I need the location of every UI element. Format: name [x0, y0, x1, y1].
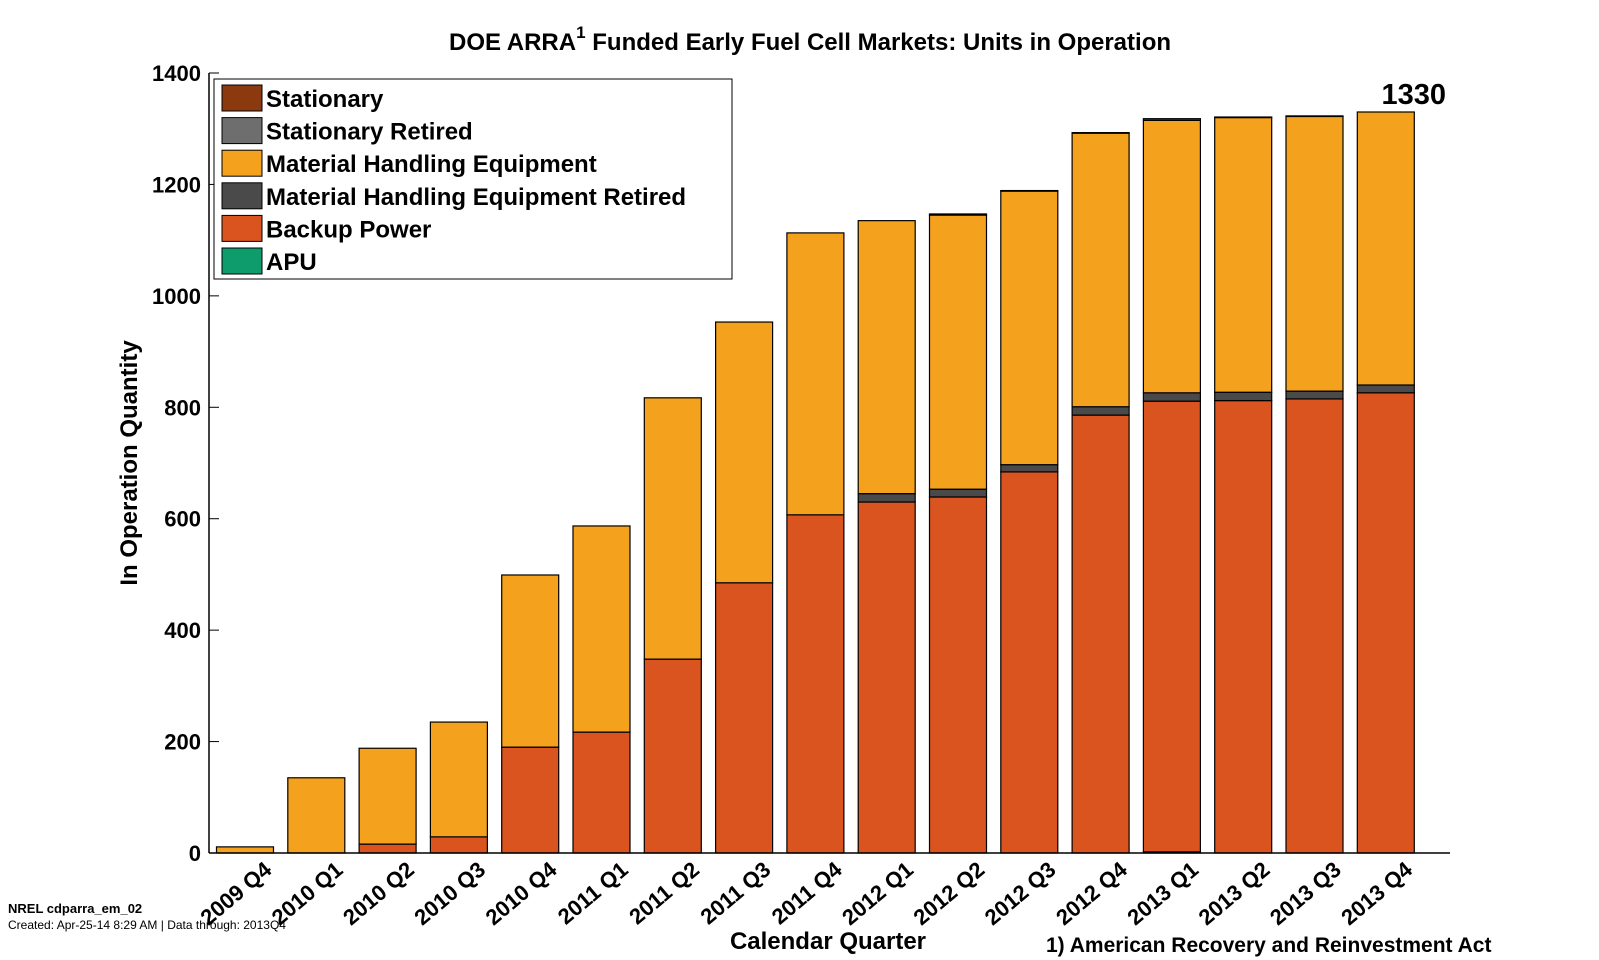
- x-tick-label: 2012 Q4: [1051, 856, 1132, 930]
- y-tick-label: 1200: [152, 172, 201, 197]
- legend-swatch: [221, 182, 263, 210]
- bar-segment-backup-power: [1285, 398, 1344, 854]
- bar-segment-material-handling-equipment: [358, 747, 417, 845]
- footer-created: Created: Apr-25-14 8:29 AM | Data throug…: [8, 918, 286, 932]
- bar-segment-backup-power: [857, 501, 916, 854]
- x-tick-label: 2013 Q2: [1194, 857, 1275, 930]
- bar-segment-material-handling-equipment-retired: [1071, 406, 1130, 416]
- bar-segment-backup-power: [1071, 414, 1130, 854]
- x-tick-label: 2013 Q3: [1265, 857, 1346, 930]
- y-tick-label: 800: [164, 395, 201, 420]
- legend-label: Stationary: [266, 86, 384, 113]
- bar-segment-material-handling-equipment-retired: [1214, 391, 1273, 402]
- y-tick-label: 0: [189, 841, 201, 866]
- bars-group: [215, 111, 1415, 854]
- x-tick-label: 2011 Q3: [696, 857, 776, 930]
- bar-segment-material-handling-equipment: [429, 721, 488, 838]
- legend-label: APU: [266, 249, 317, 276]
- legend: Stationary Stationary Retired Material Han…: [213, 78, 733, 280]
- x-tick-label: 2013 Q1: [1122, 857, 1203, 930]
- bar-segment-stationary: [1285, 115, 1344, 118]
- legend-label: Material Handling Equipment: [266, 151, 597, 178]
- bar-segment-material-handling-equipment: [1142, 119, 1202, 394]
- x-axis-label: Calendar Quarter: [730, 928, 926, 955]
- axes: [208, 73, 1450, 854]
- bar-segment-stationary: [1214, 116, 1273, 119]
- x-tick-label: 2012 Q3: [980, 857, 1061, 930]
- x-tick-label: 2012 Q2: [908, 857, 989, 930]
- bar-segment-stationary: [1142, 118, 1202, 121]
- x-tick-label: 2011 Q4: [767, 856, 847, 929]
- bar-segment-material-handling-equipment-retired: [1356, 384, 1415, 394]
- x-tick-label: 2011 Q2: [624, 857, 704, 930]
- y-ticks: 0 200 400 600 800 1000 1200 1400: [152, 61, 219, 866]
- bar-segment-backup-power: [1356, 392, 1415, 854]
- y-tick-label: 600: [164, 507, 201, 532]
- bar-segment-material-handling-equipment: [1000, 190, 1059, 466]
- x-tick-label: 2010 Q4: [481, 856, 562, 930]
- y-tick-label: 200: [164, 730, 201, 755]
- legend-swatch: [221, 247, 263, 275]
- bar-segment-material-handling-equipment: [1214, 116, 1273, 393]
- bar-segment-material-handling-equipment: [501, 574, 560, 748]
- bar-segment-backup-power: [786, 514, 845, 854]
- bar-segment-material-handling-equipment: [287, 777, 346, 854]
- x-tick-label: 2010 Q3: [409, 857, 490, 930]
- bar-segment-material-handling-equipment-retired: [1000, 464, 1059, 473]
- x-tick-label: 2013 Q4: [1336, 856, 1417, 930]
- bar-segment-backup-power: [1142, 400, 1202, 853]
- y-tick-label: 400: [164, 618, 201, 643]
- bar-segment-stationary: [1071, 132, 1130, 134]
- legend-swatch: [221, 117, 263, 145]
- footnote: 1) American Recovery and Reinvestment Ac…: [1046, 934, 1491, 957]
- bar-segment-backup-power: [358, 843, 417, 854]
- bar-segment-material-handling-equipment-retired: [928, 488, 988, 498]
- y-tick-label: 1000: [152, 284, 201, 309]
- total-annotation: 1330: [1382, 79, 1447, 111]
- chart-title: DOE ARRA1 Funded Early Fuel Cell Markets…: [449, 23, 1171, 56]
- bar-segment-material-handling-equipment: [1285, 115, 1344, 392]
- bar-segment-material-handling-equipment: [1356, 111, 1415, 386]
- bar-segment-stationary: [1000, 189, 1059, 192]
- legend-label: Material Handling Equipment Retired: [266, 184, 686, 211]
- bar-segment-material-handling-equipment: [786, 232, 845, 516]
- bar-segment-backup-power: [1000, 471, 1059, 854]
- x-tick-label: 2010 Q2: [338, 857, 419, 930]
- bar-segment-backup-power: [429, 836, 488, 854]
- legend-box: [213, 78, 733, 280]
- footer-id: NREL cdparra_em_02: [8, 901, 142, 916]
- legend-swatch: [221, 84, 263, 112]
- legend-swatch: [221, 149, 263, 177]
- bar-segment-backup-power: [643, 658, 702, 854]
- bar-segment-material-handling-equipment: [857, 220, 916, 495]
- bar-segment-backup-power: [1214, 400, 1273, 854]
- bar-segment-material-handling-equipment: [215, 846, 275, 854]
- bar-segment-material-handling-equipment-retired: [1142, 392, 1202, 402]
- x-tick-label: 2011 Q1: [553, 857, 633, 930]
- bar-segment-material-handling-equipment-retired: [857, 493, 916, 503]
- legend-swatch: [221, 214, 263, 242]
- bar-segment-backup-power: [714, 582, 774, 854]
- bar-segment-material-handling-equipment: [714, 321, 774, 584]
- bar-segment-material-handling-equipment: [572, 525, 631, 733]
- y-tick-label: 1400: [152, 61, 201, 86]
- bar-segment-material-handling-equipment: [928, 214, 988, 490]
- bar-segment-material-handling-equipment: [643, 397, 702, 660]
- bar-segment-material-handling-equipment: [1071, 132, 1130, 408]
- bar-segment-backup-power: [501, 746, 560, 854]
- legend-label: Stationary Retired: [266, 119, 473, 146]
- y-axis-label: In Operation Quantity: [116, 340, 143, 586]
- x-tick-label: 2012 Q1: [837, 857, 918, 930]
- bar-segment-material-handling-equipment-retired: [1285, 390, 1344, 400]
- bar-segment-stationary: [928, 213, 988, 216]
- legend-label: Backup Power: [266, 216, 431, 243]
- bar-segment-backup-power: [572, 731, 631, 854]
- bar-segment-backup-power: [928, 496, 988, 854]
